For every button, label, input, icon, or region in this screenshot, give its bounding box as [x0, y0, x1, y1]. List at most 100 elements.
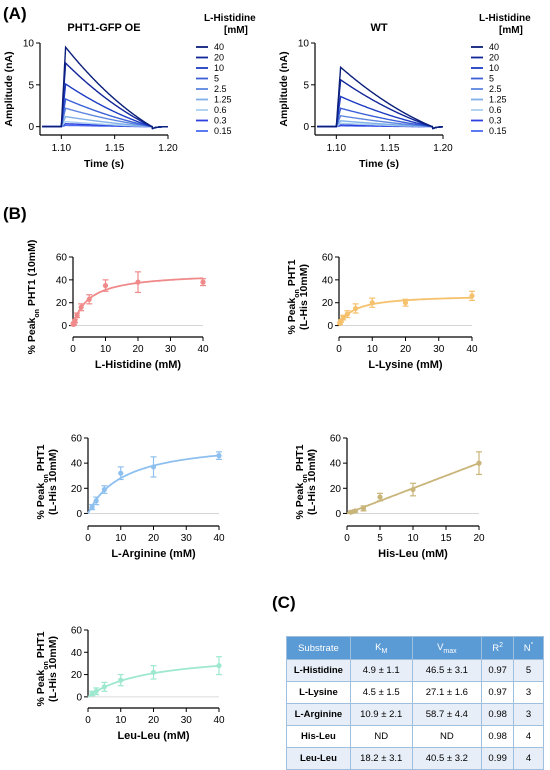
y-tick-label: 60 — [56, 253, 68, 264]
cell-n: 4 — [513, 725, 544, 748]
x-tick-label: 30 — [181, 715, 193, 726]
data-point — [93, 688, 99, 694]
cell-substrate: L-Lysine — [286, 681, 351, 704]
panel-label-b: (B) — [3, 204, 27, 223]
x-tick-label: 0 — [344, 533, 350, 544]
y-axis-label-line1: % Peakon PHT1 — [35, 631, 50, 706]
y-axis-label-line1: % Peakon PHT1 (10mM) — [26, 240, 41, 355]
data-point — [118, 677, 124, 683]
cell-substrate: Leu-Leu — [286, 747, 351, 770]
x-tick-label: 20 — [132, 344, 144, 355]
data-point — [72, 318, 78, 324]
y-axis-label-line2: (L-His 10mM) — [47, 449, 59, 515]
y-tick-label: 40 — [71, 648, 83, 659]
x-tick-label: 40 — [213, 715, 225, 726]
header-km: KM — [349, 636, 413, 660]
data-point — [150, 669, 157, 675]
x-tick-label: 10 — [115, 533, 127, 544]
data-point — [352, 508, 358, 514]
x-tick-label: 10 — [115, 715, 127, 726]
cell-vmax: 40.5 ± 3.2 — [411, 747, 483, 770]
data-point — [216, 663, 222, 669]
x-tick-label: 5 — [377, 533, 383, 544]
x-axis-label: L-Lysine (mM) — [368, 359, 442, 371]
y-axis-label-line1: % Peakon PHT1 — [286, 259, 301, 334]
y-axis-label-line1: % Peakon PHT1 — [35, 444, 50, 519]
data-point — [476, 460, 482, 466]
data-point — [101, 684, 107, 690]
legend-title-unit: [mM] — [499, 25, 523, 36]
y-tick-label: 20 — [322, 298, 334, 309]
y-tick-label: 20 — [56, 298, 68, 309]
dose-response-leu-leu: 0 20 40 60 0 10 20 30 40 Leu-Leu (mM) % Peakon PHT… — [35, 626, 225, 743]
legend-title-unit: [mM] — [224, 25, 248, 36]
data-point — [102, 282, 109, 289]
table-row: L-Histidine 4.9 ± 1.1 46.5 ± 3.1 0.97 5 — [286, 659, 544, 682]
kinetics-table: Substrate KM Vmax R2 N° L-Histidine 4.9 … — [286, 636, 544, 770]
cell-vmax: 27.1 ± 1.6 — [411, 681, 483, 704]
legend-entry: 5 — [214, 74, 219, 84]
cell-r2: 0.97 — [481, 659, 515, 682]
x-tick-label: 20 — [148, 533, 160, 544]
x-tick-label: 20 — [473, 533, 485, 544]
data-point — [200, 279, 206, 285]
y-axis-label-line1: % Peakon PHT1 — [294, 444, 309, 519]
y-tick-label: 0 — [327, 321, 333, 332]
cell-substrate: L-Arginine — [286, 703, 351, 726]
y-axis-label: Amplitude (nA) — [3, 51, 15, 126]
data-point — [86, 296, 92, 302]
x-tick-label: 1.10 — [52, 143, 72, 154]
x-tick-label: 15 — [440, 533, 452, 544]
cell-n: 5 — [513, 659, 544, 682]
y-tick-label: 5 — [303, 80, 309, 91]
x-axis-label: L-Arginine (mM) — [111, 548, 196, 560]
panel-label-a: (A) — [3, 4, 27, 23]
data-point — [93, 498, 99, 504]
x-axis-label: His-Leu (mM) — [378, 548, 448, 560]
cell-n: 3 — [513, 681, 544, 704]
cell-km: ND — [349, 725, 413, 748]
data-point — [353, 305, 359, 312]
data-point — [402, 300, 409, 306]
y-tick-label: 0 — [335, 509, 341, 520]
x-axis-label: Time (s) — [84, 158, 124, 170]
y-axis-label: Amplitude (nA) — [278, 51, 290, 126]
y-tick-label: 10 — [23, 39, 35, 50]
x-tick-label: 0 — [70, 344, 76, 355]
x-tick-label: 20 — [148, 715, 160, 726]
data-point — [135, 279, 141, 285]
x-tick-label: 20 — [400, 344, 412, 355]
data-point — [377, 494, 383, 500]
cell-km: 4.9 ± 1.1 — [349, 659, 413, 682]
x-tick-label: 30 — [165, 344, 177, 355]
y-tick-label: 0 — [61, 321, 67, 332]
y-axis-label: % Peakon PHT1 (L-His 10mM) — [286, 259, 310, 334]
data-point — [78, 304, 84, 310]
panel-label-c: (C) — [272, 593, 296, 612]
cell-r2: 0.98 — [481, 725, 515, 748]
legend-entry: 0.6 — [489, 105, 502, 115]
y-tick-label: 0 — [28, 122, 34, 133]
data-point — [74, 312, 80, 318]
dose-response-l-lysine: 0 20 40 60 0 10 20 30 40 L-Lysine (mM) % Peakon PH… — [286, 253, 478, 372]
cell-vmax: 58.7 ± 4.4 — [411, 703, 483, 726]
trace-40-mM — [42, 45, 168, 130]
legend-entry: 1.25 — [214, 95, 232, 105]
table-row: L-Arginine 10.9 ± 2.1 58.7 ± 4.4 0.98 3 — [286, 703, 544, 726]
table-row: L-Lysine 4.5 ± 1.5 27.1 ± 1.6 0.97 3 — [286, 681, 544, 704]
x-tick-label: 1.20 — [158, 143, 178, 154]
cell-km: 10.9 ± 2.1 — [349, 703, 413, 726]
cell-n: 3 — [513, 703, 544, 726]
y-axis-label: % Peakon PHT1 (L-His 10mM) — [35, 444, 59, 519]
legend-entry: 2.5 — [489, 84, 502, 94]
y-axis-label-line2: (L-His 10mM) — [47, 636, 59, 702]
data-point — [89, 504, 95, 510]
header-vmax: Vmax — [411, 636, 483, 660]
header-n: N° — [513, 636, 544, 660]
y-tick-label: 5 — [28, 80, 34, 91]
cell-r2: 0.97 — [481, 681, 515, 704]
cell-substrate: L-Histidine — [286, 659, 351, 682]
legend-entry: 0.6 — [214, 105, 227, 115]
